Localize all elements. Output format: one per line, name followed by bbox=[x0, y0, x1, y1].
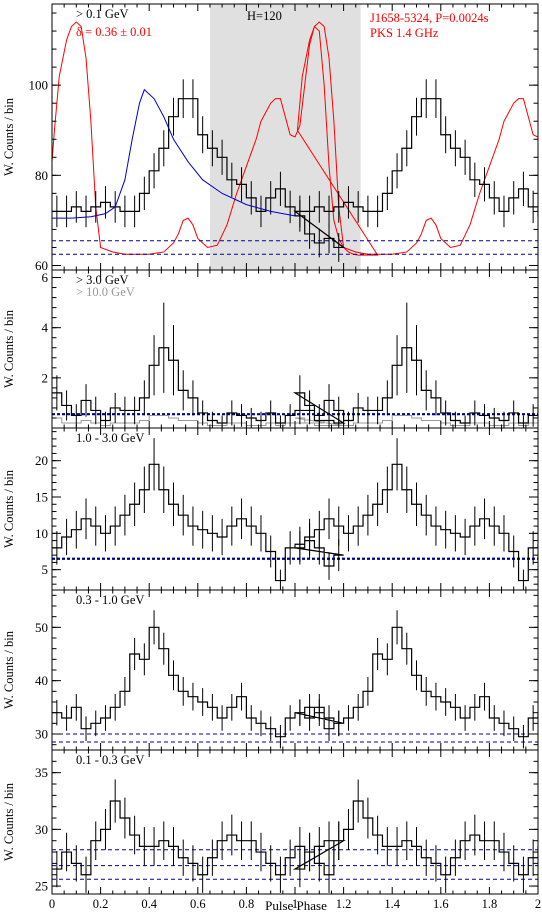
x-tick-label: 1.6 bbox=[433, 897, 449, 911]
x-tick-label: 0 bbox=[49, 897, 55, 911]
y-tick-label: 4 bbox=[42, 320, 49, 335]
y-axis-label: W. Counts / bin bbox=[2, 469, 16, 548]
plot-area bbox=[52, 779, 538, 893]
fit-curve-line bbox=[52, 88, 296, 219]
plot-area bbox=[52, 302, 538, 428]
x-tick-label: 1.4 bbox=[384, 897, 400, 911]
x-axis-label: Pulse Phase bbox=[265, 898, 327, 913]
y-tick-label: 2 bbox=[42, 370, 49, 385]
histogram-line bbox=[52, 98, 538, 249]
y-tick-label: 40 bbox=[35, 673, 48, 688]
histogram-line bbox=[52, 463, 538, 582]
x-tick-label: 0.6 bbox=[190, 897, 206, 911]
y-tick-label: 15 bbox=[35, 490, 48, 505]
y-tick-label: 30 bbox=[35, 727, 48, 742]
energy-label-grey: > 10.0 GeV bbox=[76, 285, 135, 299]
y-tick-label: 100 bbox=[29, 78, 49, 93]
delta-annotation: δ = 0.36 ± 0.01 bbox=[76, 25, 152, 39]
x-tick-label: 0.4 bbox=[141, 897, 157, 911]
panel-0.1-0.3: 25 30 35 W. Counts / bin 0.1 - 0.3 GeV bbox=[2, 749, 539, 895]
y-tick-label: 80 bbox=[35, 168, 48, 183]
panel-3-10: 2 4 6 W. Counts / bin > 3.0 GeV> 10.0 GeV bbox=[2, 269, 539, 429]
y-tick-label: 35 bbox=[35, 765, 48, 780]
energy-label: > 3.0 GeV bbox=[76, 273, 129, 287]
y-axis-label: W. Counts / bin bbox=[2, 630, 16, 709]
plot-area bbox=[52, 21, 538, 262]
x-tick-label: 0.8 bbox=[239, 897, 255, 911]
offpulse-shade bbox=[209, 4, 361, 270]
y-tick-label: 25 bbox=[35, 879, 48, 894]
panel-top: 60 80 100 W. Counts / bin > 0.1 GeV δ = 0.36 … bbox=[2, 3, 539, 273]
x-tick-label: 1.2 bbox=[336, 897, 352, 911]
x-tick-label: 0.2 bbox=[93, 897, 109, 911]
energy-label: > 0.1 GeV bbox=[76, 7, 129, 21]
grey-histogram bbox=[52, 414, 538, 426]
y-axis-label: W. Counts / bin bbox=[2, 782, 16, 861]
x-tick-label: 1.8 bbox=[482, 897, 498, 911]
energy-label: 0.1 - 0.3 GeV bbox=[76, 753, 144, 767]
y-tick-label: 20 bbox=[35, 453, 48, 468]
histogram-line bbox=[52, 800, 538, 876]
htest-annotation: H=120 bbox=[247, 9, 282, 23]
y-tick-label: 50 bbox=[35, 620, 48, 635]
plot-area bbox=[52, 438, 538, 590]
y-axis-label: W. Counts / bin bbox=[2, 97, 16, 176]
histogram-line bbox=[52, 626, 538, 738]
y-tick-label: 6 bbox=[42, 270, 49, 285]
y-tick-label: 10 bbox=[35, 526, 48, 541]
plot-area bbox=[52, 610, 538, 749]
panel-0.3-1: 30 40 50 W. Counts / bin 0.3 - 1.0 GeV bbox=[2, 589, 539, 751]
energy-label: 1.0 - 3.0 GeV bbox=[76, 431, 144, 445]
panel-1-3: 5 10 15 20 W. Counts / bin 1.0 - 3.0 GeV bbox=[2, 427, 539, 591]
histogram-line bbox=[52, 347, 538, 424]
radio-profile-line bbox=[52, 21, 538, 256]
y-tick-label: 60 bbox=[35, 258, 48, 273]
y-axis-label: W. Counts / bin bbox=[2, 309, 16, 388]
y-tick-label: 5 bbox=[42, 562, 49, 577]
x-tick-label: 2 bbox=[535, 897, 541, 911]
y-tick-label: 30 bbox=[35, 822, 48, 837]
energy-label: 0.3 - 1.0 GeV bbox=[76, 593, 144, 607]
pulsar-annotation: J1658-5324, P=0.0024s bbox=[370, 11, 489, 25]
radio-annotation: PKS 1.4 GHz bbox=[370, 26, 439, 40]
x-tick-label: 1 bbox=[292, 897, 298, 911]
